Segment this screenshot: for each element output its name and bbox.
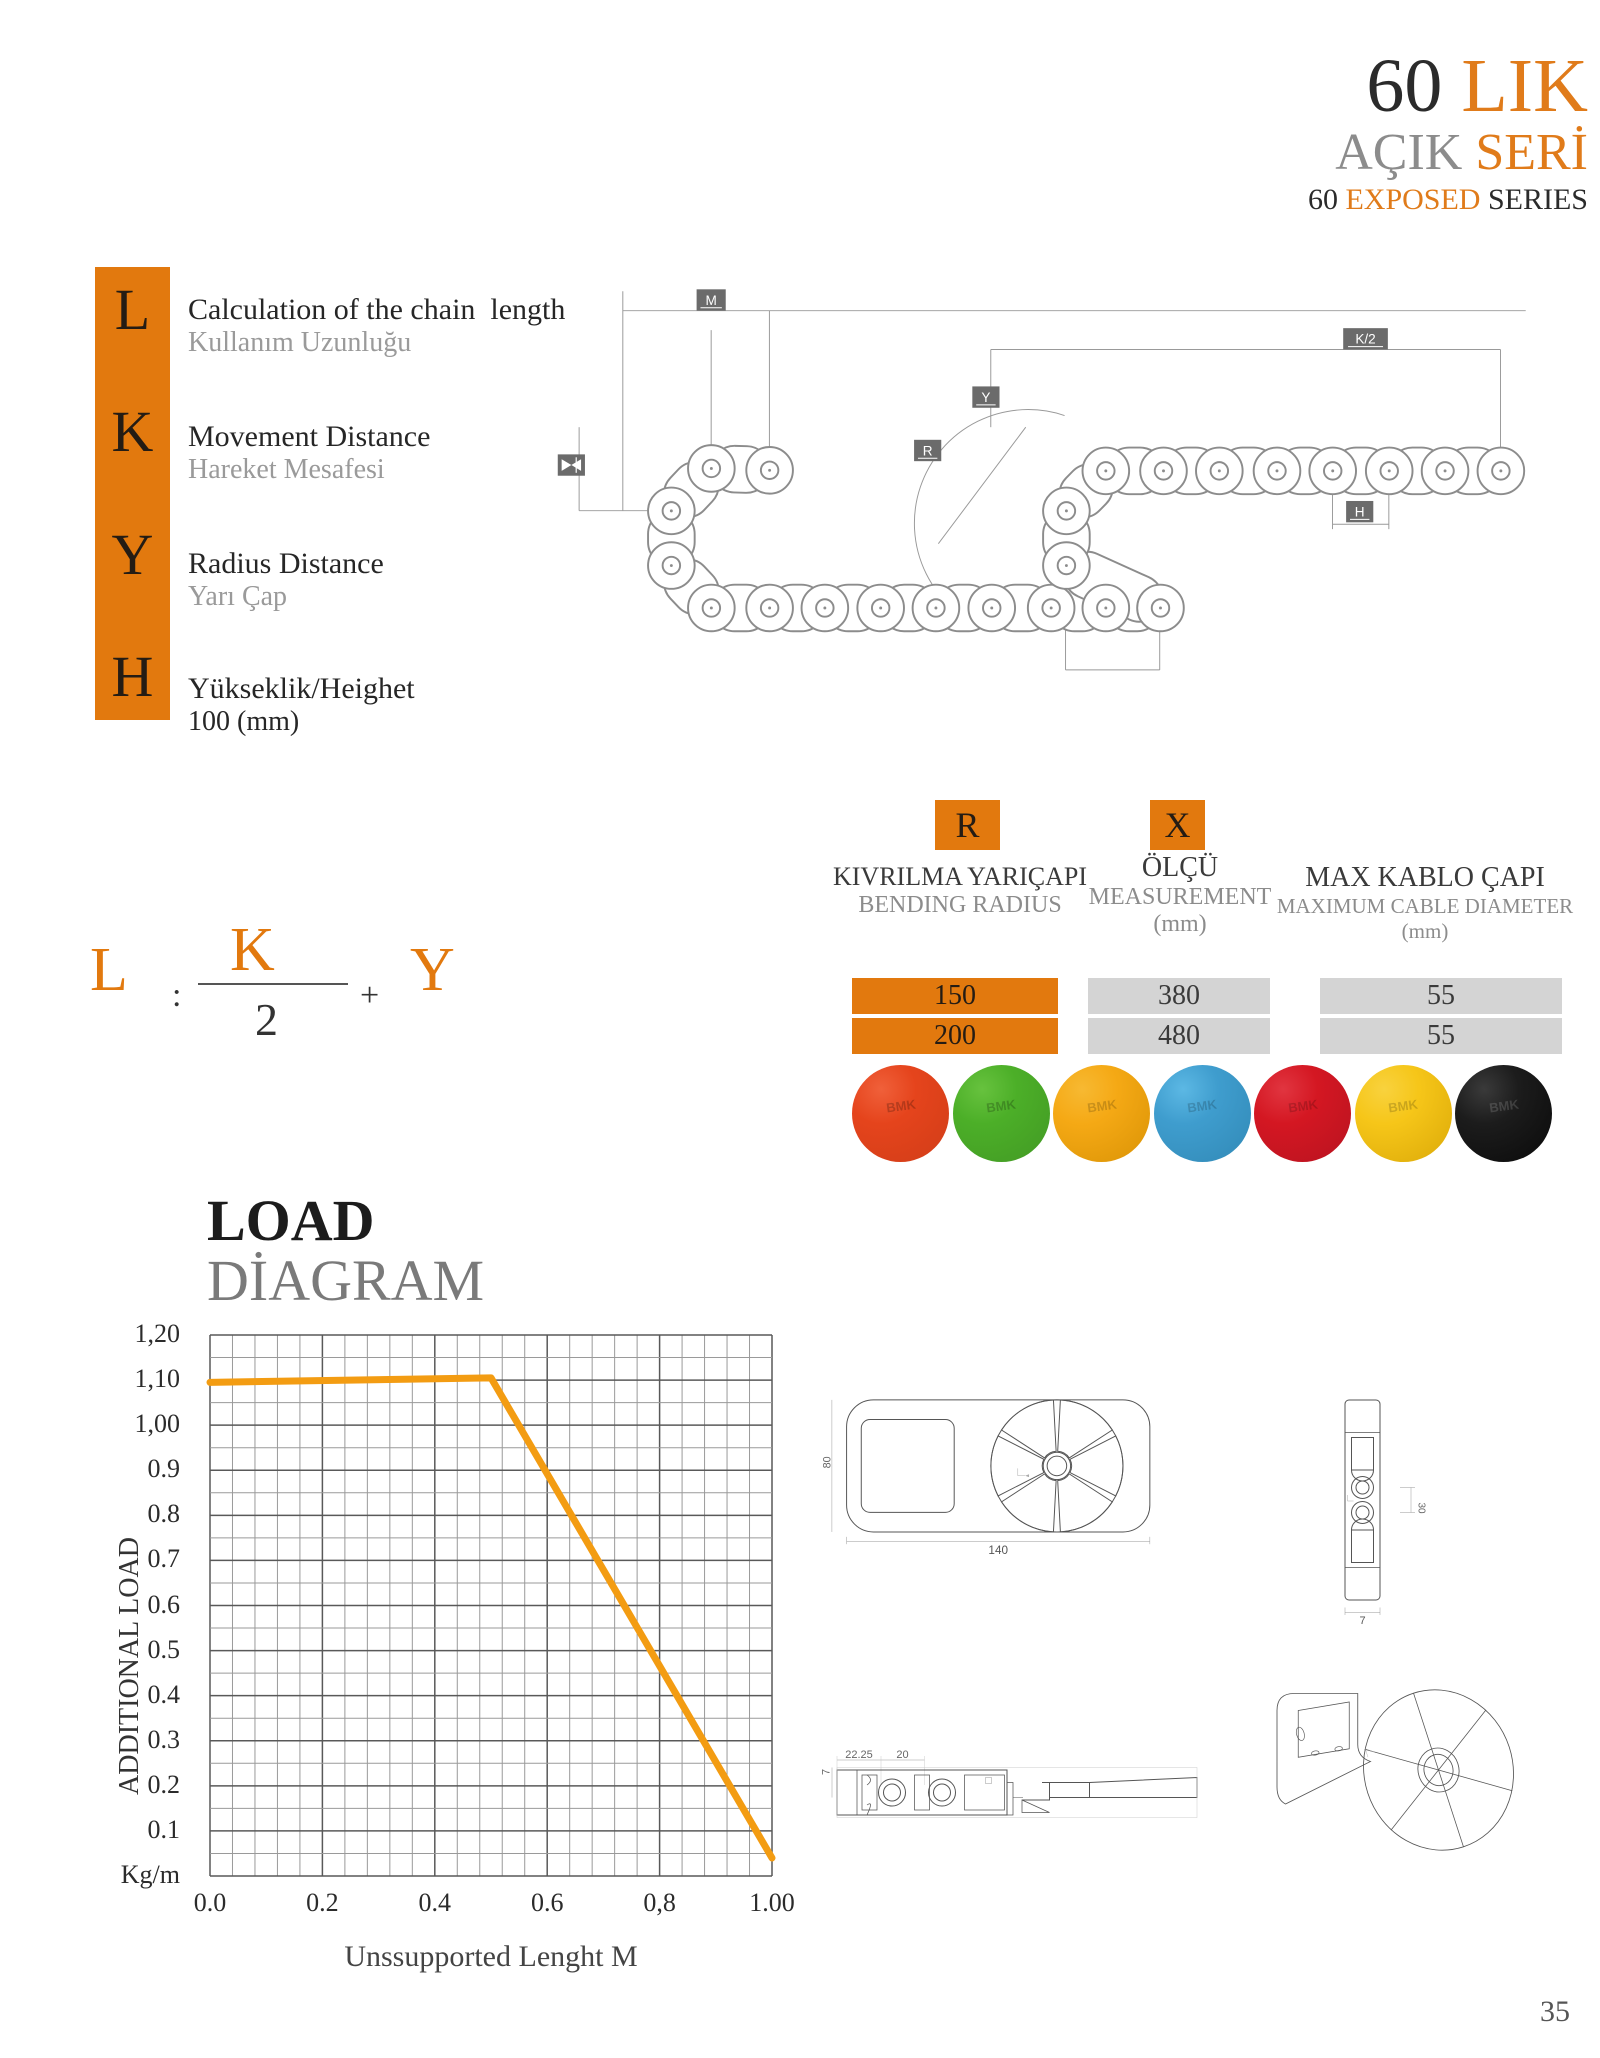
svg-text:M: M xyxy=(706,293,717,308)
svg-text:Y: Y xyxy=(981,390,990,405)
svg-text:H: H xyxy=(1355,505,1365,520)
svg-text:7: 7 xyxy=(1359,1615,1365,1625)
svg-text:140: 140 xyxy=(988,1544,1008,1557)
svg-text:22.25: 22.25 xyxy=(845,1750,873,1761)
svg-text:30: 30 xyxy=(1416,1503,1427,1515)
svg-text:80: 80 xyxy=(822,1456,833,1468)
svg-text:20: 20 xyxy=(896,1750,908,1761)
svg-text:K/2: K/2 xyxy=(1355,332,1375,347)
svg-text:R: R xyxy=(923,443,933,458)
svg-text:7: 7 xyxy=(822,1769,833,1775)
